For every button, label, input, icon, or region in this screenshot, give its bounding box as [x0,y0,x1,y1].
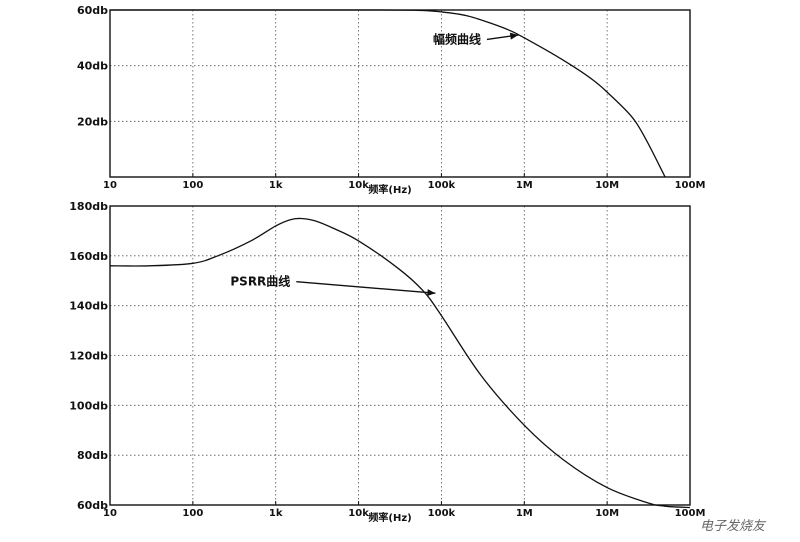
x-tick-label: 1M [516,508,533,519]
plot-frame [109,205,691,506]
y-tick-label: 40db [77,60,108,73]
y-tick-label: 160db [69,250,108,263]
series-line [109,9,666,178]
series-line [109,217,691,509]
x-tick-label: 10 [103,508,117,519]
x-tick-label: 10M [595,508,619,519]
annotation-arrow-line [296,281,436,294]
series-annotation: PSRR曲线 [230,274,290,289]
x-tick-label: 1k [269,180,283,191]
x-tick-label: 100k [428,180,456,191]
x-tick-label: 100 [182,180,203,191]
x-tick-label: 100M [675,508,706,519]
y-tick-label: 120db [69,350,108,363]
x-tick-label: 10M [595,180,619,191]
y-tick-label: 20db [77,115,108,128]
x-tick-label: 100k [428,508,456,519]
y-tick-label: 60db [77,4,108,17]
series-annotation: 幅频曲线 [433,31,481,46]
x-tick-label: 100M [675,180,706,191]
annotation-arrowhead [509,32,519,40]
plot-frame [109,9,691,178]
y-tick-label: 180db [69,200,108,213]
x-axis-label: 频率(Hz) [368,511,411,524]
x-tick-label: 1k [269,508,283,519]
x-axis-label: 频率(Hz) [368,183,411,196]
x-tick-label: 100 [182,508,203,519]
x-tick-label: 10 [103,180,117,191]
magnitude-response-panel: 10 100 1k 10k 100k 1M 10M 100M 20db 40db 60db 频率(Hz… [77,4,706,196]
x-tick-label: 10k [348,508,369,519]
watermark-text: 电子发烧友 [700,519,767,534]
y-tick-label: 80db [77,449,108,462]
psrr-panel: 10 100 1k 10k 100k 1M 10M 100M 60db 80db 100db 120d… [69,200,705,524]
annotation-arrowhead [427,289,436,297]
x-tick-label: 10k [348,180,369,191]
y-tick-label: 140db [69,300,108,313]
y-tick-label: 100db [69,399,108,412]
x-tick-label: 1M [516,180,533,191]
y-tick-label: 60db [77,499,108,512]
